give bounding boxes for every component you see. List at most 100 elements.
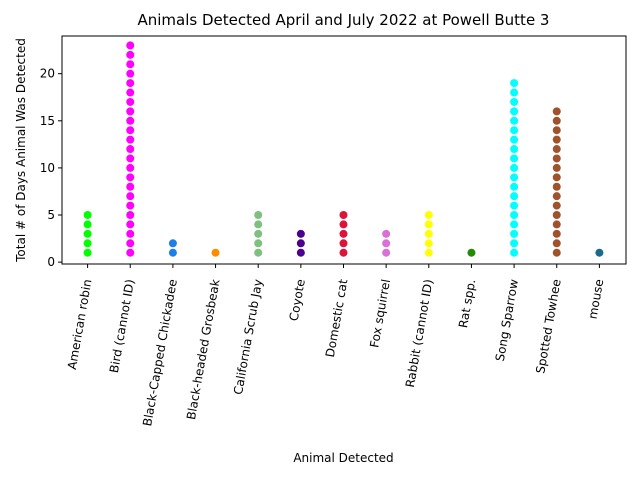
data-point xyxy=(126,229,135,238)
data-point xyxy=(254,229,263,238)
data-point xyxy=(83,229,92,238)
data-point xyxy=(339,211,348,220)
data-point xyxy=(126,201,135,210)
data-point xyxy=(552,107,561,116)
data-point xyxy=(467,248,476,257)
data-point xyxy=(126,211,135,220)
data-point xyxy=(510,248,519,257)
data-point xyxy=(552,229,561,238)
data-point xyxy=(126,126,135,135)
data-point xyxy=(339,229,348,238)
y-tick-label: 20 xyxy=(40,67,55,81)
data-point xyxy=(126,50,135,59)
x-tick-label: mouse xyxy=(586,278,607,320)
data-point xyxy=(168,239,177,248)
x-axis-label: Animal Detected xyxy=(293,451,393,465)
y-tick-label: 5 xyxy=(47,208,55,222)
y-tick-label: 0 xyxy=(47,255,55,269)
data-point xyxy=(552,126,561,135)
x-tick-label: Black-headed Grosbeak xyxy=(184,278,223,421)
data-point xyxy=(339,248,348,257)
data-point xyxy=(424,220,433,229)
data-point xyxy=(510,154,519,163)
x-tick-label: California Scrub Jay xyxy=(231,278,265,396)
data-point xyxy=(510,126,519,135)
data-point xyxy=(339,239,348,248)
data-point xyxy=(552,248,561,257)
x-tick-label: Black-Capped Chickadee xyxy=(140,278,180,427)
data-point xyxy=(510,229,519,238)
data-point xyxy=(424,248,433,257)
x-tick-label: Song Sparrow xyxy=(493,278,521,362)
data-point xyxy=(552,211,561,220)
data-point xyxy=(83,220,92,229)
data-point xyxy=(552,201,561,210)
data-point xyxy=(339,220,348,229)
data-point xyxy=(382,229,391,238)
data-point xyxy=(510,192,519,201)
data-point xyxy=(510,79,519,88)
data-point xyxy=(254,211,263,220)
data-point xyxy=(510,201,519,210)
data-point xyxy=(510,173,519,182)
data-point xyxy=(510,88,519,97)
data-point xyxy=(126,163,135,172)
x-tick-label: Rat spp. xyxy=(456,278,478,329)
data-point xyxy=(126,79,135,88)
data-point xyxy=(510,220,519,229)
x-tick-label: Rabbit (cannot ID) xyxy=(403,278,436,388)
data-point xyxy=(552,173,561,182)
data-point xyxy=(510,107,519,116)
data-point xyxy=(83,211,92,220)
data-point xyxy=(510,135,519,144)
data-point xyxy=(382,248,391,257)
x-tick-label: Spotted Towhee xyxy=(533,278,563,375)
data-point xyxy=(126,116,135,125)
data-point xyxy=(552,145,561,154)
data-point xyxy=(552,154,561,163)
data-point xyxy=(126,97,135,106)
data-point xyxy=(126,145,135,154)
x-tick-label: Bird (cannot ID) xyxy=(107,278,137,374)
data-point xyxy=(424,211,433,220)
data-point xyxy=(510,182,519,191)
data-point xyxy=(126,182,135,191)
y-tick-label: 15 xyxy=(40,114,55,128)
plot-frame xyxy=(61,35,627,265)
data-point xyxy=(126,60,135,69)
data-point xyxy=(424,229,433,238)
data-point xyxy=(126,69,135,78)
data-point xyxy=(126,88,135,97)
data-point xyxy=(126,41,135,50)
data-point xyxy=(424,239,433,248)
data-point xyxy=(126,220,135,229)
data-point xyxy=(83,248,92,257)
data-point xyxy=(126,173,135,182)
data-point xyxy=(126,239,135,248)
x-tick-label: Coyote xyxy=(287,278,308,322)
data-point xyxy=(552,135,561,144)
y-axis-label: Total # of Days Animal Was Detected xyxy=(14,38,28,263)
x-tick-label: Fox squirrel xyxy=(367,278,393,349)
data-points xyxy=(83,41,604,257)
data-point xyxy=(254,220,263,229)
y-axis: 0 5 10 15 20 xyxy=(40,67,62,269)
data-point xyxy=(552,182,561,191)
data-point xyxy=(126,135,135,144)
data-point xyxy=(510,116,519,125)
data-point xyxy=(510,145,519,154)
data-point xyxy=(126,248,135,257)
data-point xyxy=(168,248,177,257)
x-tick-label: American robin xyxy=(65,278,95,371)
data-point xyxy=(552,220,561,229)
data-point xyxy=(296,248,305,257)
data-point xyxy=(510,211,519,220)
data-point xyxy=(211,248,220,257)
data-point xyxy=(126,192,135,201)
data-point xyxy=(83,239,92,248)
data-point xyxy=(382,239,391,248)
data-point xyxy=(510,239,519,248)
data-point xyxy=(254,248,263,257)
data-point xyxy=(126,154,135,163)
